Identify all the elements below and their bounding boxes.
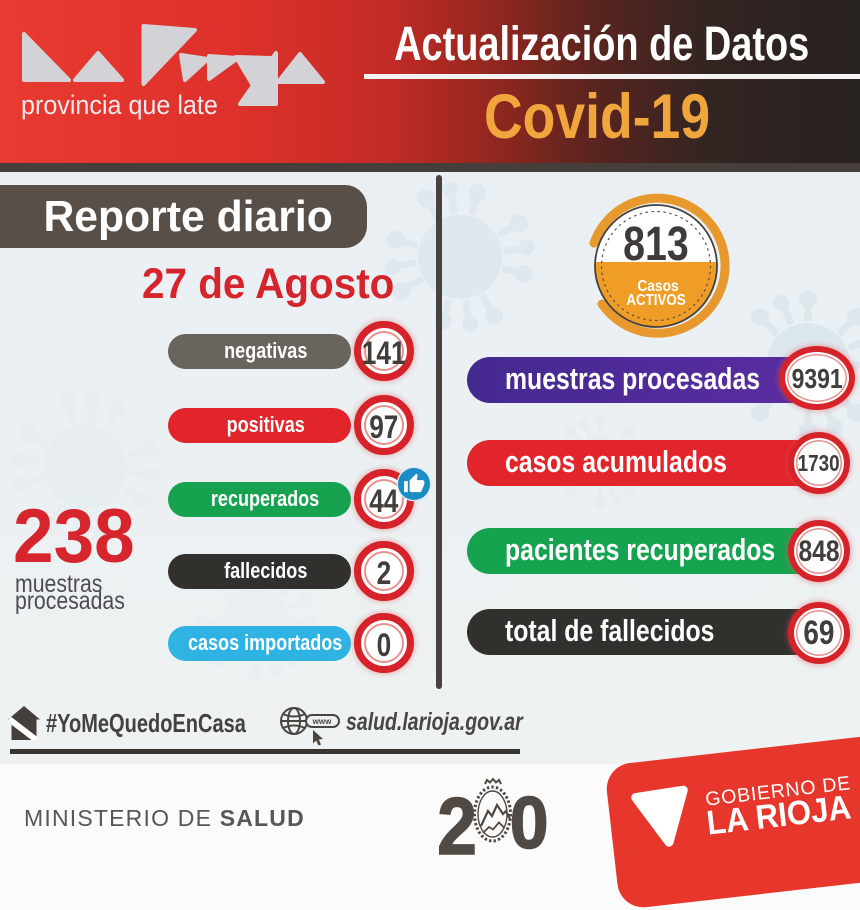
svg-text:ACTIVOS: ACTIVOS [626, 292, 686, 309]
svg-text:Casos: Casos [637, 277, 678, 295]
svg-text:2: 2 [437, 782, 477, 860]
svg-text:www: www [312, 717, 332, 726]
svg-text:0: 0 [510, 783, 549, 860]
svg-text:813: 813 [623, 217, 689, 271]
